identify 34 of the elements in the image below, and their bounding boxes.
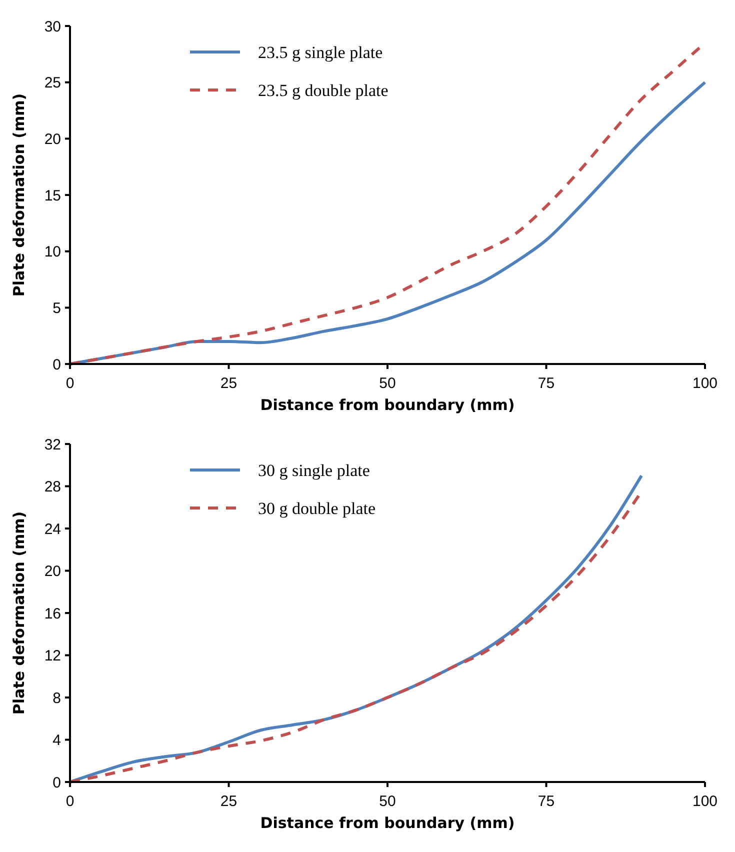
x-axis-title: Distance from boundary (mm) <box>260 396 515 414</box>
x-tick-label: 50 <box>379 375 396 392</box>
y-tick-label: 15 <box>44 187 61 204</box>
y-tick-label: 8 <box>52 690 61 707</box>
x-tick-label: 100 <box>692 793 718 810</box>
legend-label: 30 g single plate <box>258 460 370 480</box>
y-axis-title: Plate deformation (mm) <box>10 511 28 715</box>
y-tick-label: 24 <box>44 520 61 538</box>
legend-label: 30 g double plate <box>258 498 376 518</box>
x-tick-label: 75 <box>538 375 555 392</box>
y-tick-label: 28 <box>44 478 61 496</box>
x-tick-label: 75 <box>538 793 555 810</box>
y-tick-label: 0 <box>52 356 61 374</box>
x-tick-label: 50 <box>379 793 396 810</box>
x-tick-label: 0 <box>66 375 74 392</box>
legend-label: 23.5 g single plate <box>258 42 383 62</box>
y-tick-label: 32 <box>44 436 61 454</box>
y-tick-label: 25 <box>44 74 61 92</box>
y-tick-label: 0 <box>52 774 61 792</box>
legend-label: 23.5 g double plate <box>258 80 388 100</box>
y-tick-label: 16 <box>44 605 61 622</box>
y-tick-label: 4 <box>52 732 61 749</box>
x-tick-label: 100 <box>692 375 718 392</box>
x-tick-label: 25 <box>220 793 238 810</box>
y-tick-label: 20 <box>44 563 61 580</box>
y-axis-title: Plate deformation (mm) <box>10 93 28 297</box>
y-tick-label: 5 <box>52 300 61 317</box>
y-tick-label: 30 <box>44 18 61 36</box>
y-tick-label: 10 <box>44 244 61 261</box>
y-tick-label: 12 <box>44 648 61 664</box>
x-axis-title: Distance from boundary (mm) <box>260 814 515 832</box>
x-tick-label: 0 <box>66 793 74 810</box>
y-tick-label: 20 <box>44 130 61 148</box>
x-tick-label: 25 <box>220 375 238 392</box>
